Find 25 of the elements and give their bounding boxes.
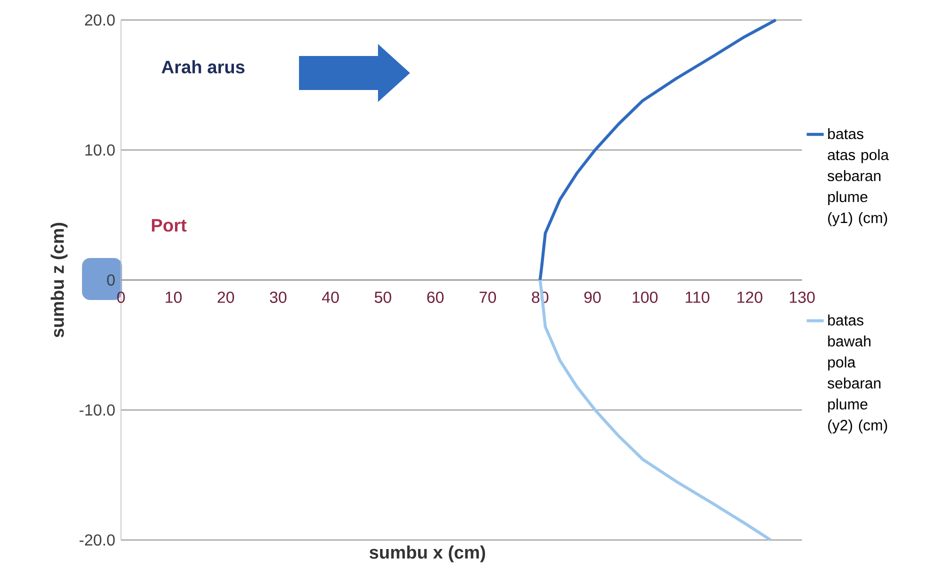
annotation: Arah arus [162, 60, 244, 74]
legend-label: batas atas pola sebaran plume (y1) (cm) [828, 128, 889, 226]
x-tick-label: 70 [480, 292, 496, 303]
x-tick-label: 60 [427, 292, 444, 303]
annotation: Port [152, 219, 187, 232]
y-tick-label: 0 [107, 274, 115, 286]
y-tick-label: -10.0 [80, 404, 115, 416]
x-tick-label: 20 [218, 292, 234, 303]
x-axis-title: sumbu x (cm) [370, 546, 486, 562]
x-tick-label: 0 [117, 292, 125, 303]
x-tick-label: 130 [790, 292, 815, 303]
y-axis-title: sumbu z (cm) [50, 222, 68, 338]
y-tick-label: -20.0 [80, 534, 115, 546]
y-tick-label: 20.0 [85, 14, 115, 26]
x-tick-label: 10 [166, 292, 182, 303]
x-tick-label: 100 [632, 292, 658, 303]
y-tick-label: 10.0 [85, 144, 115, 156]
line-series [538, 18, 778, 282]
x-tick-label: 30 [270, 292, 286, 303]
x-tick-label: 40 [322, 292, 339, 303]
x-tick-label: 90 [584, 292, 601, 303]
x-tick-label: 110 [686, 292, 710, 303]
x-tick-label: 50 [374, 292, 392, 303]
legend-label: batas bawah pola sebaran plume (y2) (cm) [828, 314, 888, 434]
x-tick-label: 120 [737, 292, 762, 303]
